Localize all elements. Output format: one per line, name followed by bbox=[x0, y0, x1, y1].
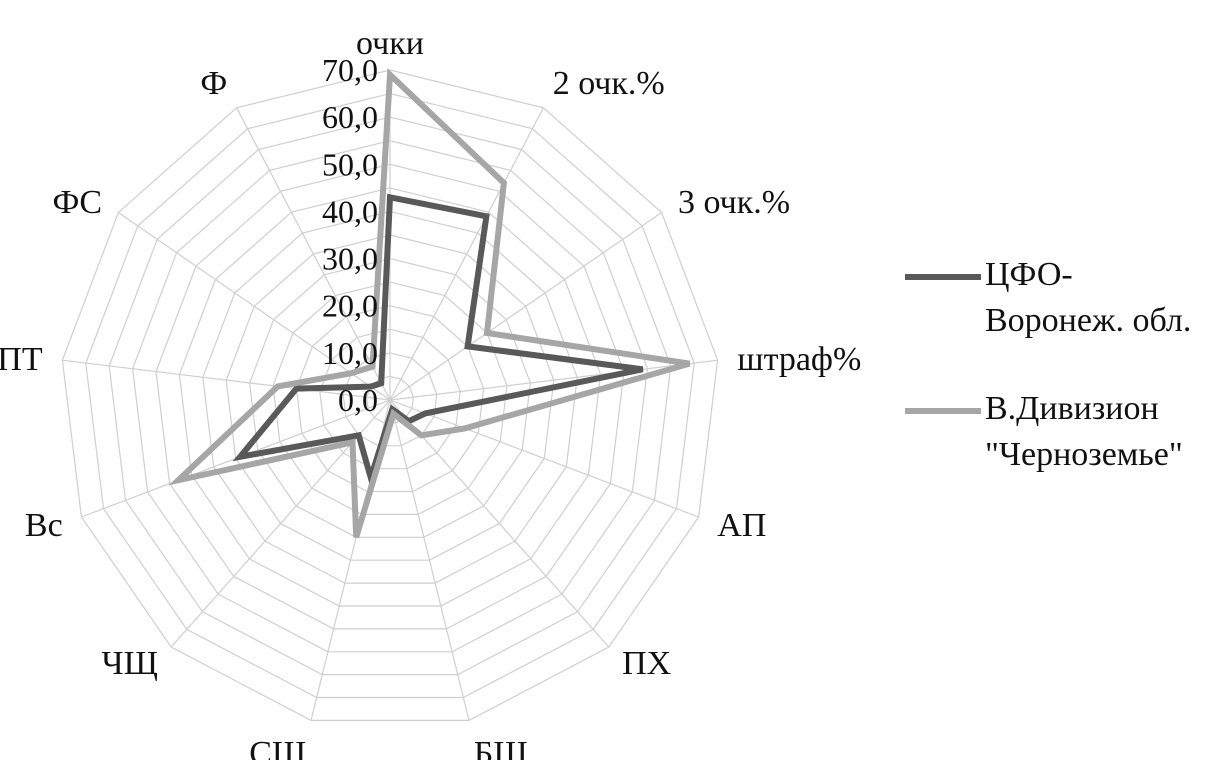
grid-ring bbox=[178, 187, 602, 607]
axis-label: штраф% bbox=[737, 341, 861, 378]
radar-grid bbox=[61, 69, 719, 722]
legend-label-voronezh-line2: Воронеж. обл. bbox=[985, 302, 1192, 339]
tick-label: 30,0 bbox=[322, 241, 378, 277]
tick-label: 40,0 bbox=[322, 193, 378, 229]
axis-label: БШ bbox=[474, 735, 528, 760]
axis-label: СЩ bbox=[249, 735, 306, 760]
grid-ring bbox=[295, 305, 485, 493]
axis-label: ФС bbox=[52, 184, 102, 221]
legend-swatch-chernozemye bbox=[905, 408, 981, 414]
radar-series bbox=[168, 68, 691, 539]
grid-spoke bbox=[62, 359, 391, 401]
grid-spoke bbox=[389, 212, 662, 401]
axis-label: 2 очк.% bbox=[553, 65, 665, 102]
grid-spoke bbox=[118, 212, 391, 401]
grid-ring bbox=[202, 210, 578, 584]
legend-swatch-voronezh bbox=[905, 274, 981, 280]
tick-label: 60,0 bbox=[322, 99, 378, 135]
grid-ring bbox=[272, 281, 508, 516]
chart-legend: ЦФО- Воронеж. обл. В.Дивизион "Черноземь… bbox=[905, 252, 1215, 478]
axis-label: ПХ bbox=[622, 645, 671, 682]
legend-item-voronezh: ЦФО- Воронеж. обл. bbox=[905, 252, 1215, 344]
grid-ring bbox=[342, 352, 438, 447]
axis-label: очки bbox=[356, 25, 424, 62]
grid-ring bbox=[108, 116, 672, 676]
grid-spoke bbox=[389, 399, 470, 721]
legend-label-chernozemye-line1: В.Дивизион bbox=[985, 390, 1159, 427]
grid-spoke bbox=[236, 107, 391, 401]
axis-label: АП bbox=[717, 507, 766, 544]
grid-spoke bbox=[389, 399, 699, 518]
tick-label: 20,0 bbox=[322, 288, 378, 324]
tick-label: 50,0 bbox=[322, 146, 378, 182]
legend-item-chernozemye: В.Дивизион "Черноземье" bbox=[905, 386, 1215, 478]
grid-ring bbox=[319, 328, 461, 470]
tick-label: 0,0 bbox=[338, 382, 378, 418]
grid-ring bbox=[131, 140, 649, 653]
tick-label: 10,0 bbox=[322, 335, 378, 371]
grid-ring bbox=[155, 163, 625, 630]
grid-ring bbox=[61, 69, 719, 722]
grid-spoke bbox=[389, 399, 610, 648]
axis-label: Вс bbox=[25, 507, 63, 544]
grid-ring bbox=[225, 234, 555, 561]
grid-ring bbox=[85, 92, 695, 699]
tick-label: 70,0 bbox=[322, 52, 378, 88]
legend-label-chernozemye-line2: "Черноземье" bbox=[985, 436, 1183, 473]
series-line-chernozemye bbox=[168, 68, 691, 539]
grid-spoke bbox=[389, 359, 718, 401]
axis-label: 3 очк.% bbox=[678, 184, 790, 221]
legend-label-voronezh-line1: ЦФО- bbox=[985, 256, 1073, 293]
grid-spoke bbox=[389, 107, 544, 401]
axis-label: Ф bbox=[200, 65, 227, 102]
grid-ring bbox=[248, 257, 532, 538]
axis-label: ПТ bbox=[0, 341, 43, 378]
axis-label: ЧЩ bbox=[101, 645, 157, 682]
